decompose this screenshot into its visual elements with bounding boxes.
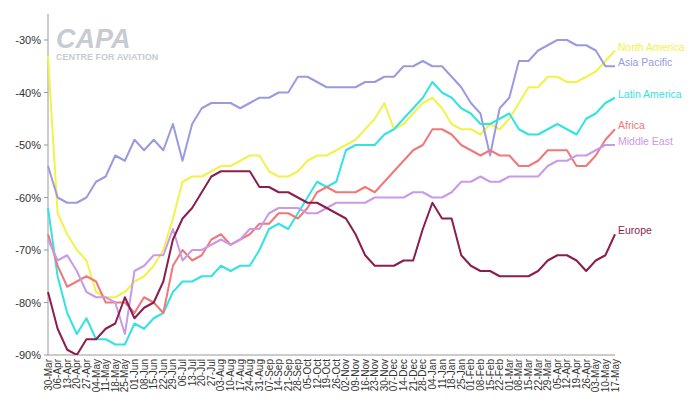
series-line <box>48 171 615 355</box>
y-tick-label: -70% <box>15 244 41 256</box>
y-tick-label: -90% <box>15 349 41 361</box>
series-label: Middle East <box>618 135 673 147</box>
chart: CAPACENTRE FOR AVIATION -90% -80% -70% -60% -… <box>0 0 696 404</box>
series-line <box>48 82 615 345</box>
y-tick <box>44 302 48 303</box>
watermark: CAPA <box>56 24 131 54</box>
y-tick-label: -50% <box>15 139 41 151</box>
y-tick <box>44 355 48 356</box>
watermark: CENTRE FOR AVIATION <box>56 52 158 62</box>
series-label: Africa <box>618 119 645 131</box>
x-tick-label: 17-May <box>610 359 621 392</box>
series-group <box>48 40 615 355</box>
y-tick-label: -80% <box>15 297 41 309</box>
y-tick <box>44 92 48 93</box>
series-line <box>48 40 615 203</box>
series-line <box>48 145 615 334</box>
y-tick-label: -30% <box>15 34 41 46</box>
series-label: Europe <box>618 224 652 236</box>
series-label: Asia Pacific <box>618 56 672 68</box>
y-tick <box>44 197 48 198</box>
y-tick <box>44 145 48 146</box>
series-label: North America <box>618 41 685 53</box>
y-tick <box>44 250 48 251</box>
series-label: Latin America <box>618 88 682 100</box>
y-tick-label: -40% <box>15 87 41 99</box>
y-tick-label: -60% <box>15 192 41 204</box>
x-axis <box>48 355 615 356</box>
y-tick <box>44 40 48 41</box>
